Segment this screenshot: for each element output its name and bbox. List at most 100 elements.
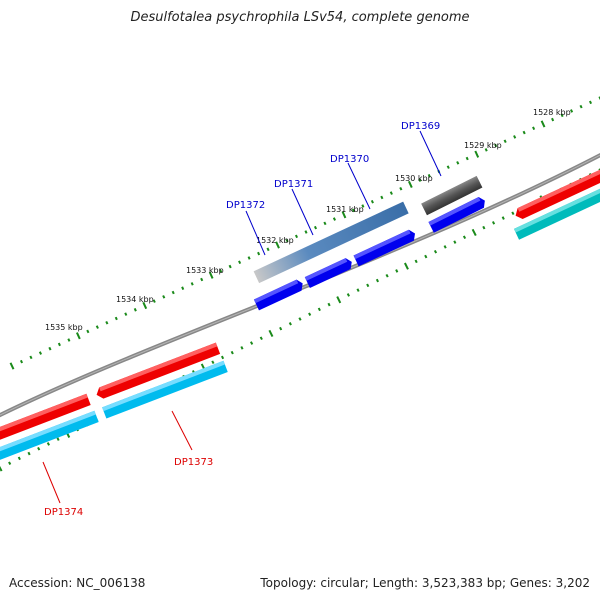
scale-tick [471,228,477,237]
scale-tick [569,109,574,113]
tick-label-1528: 1528 kbp [533,108,571,117]
scale-tick [268,329,274,338]
scale-tick [250,341,254,345]
scale-tick [275,241,280,249]
scale-tick [37,446,41,451]
scale-tick [8,461,12,465]
scale-tick [404,262,409,270]
scale-tick [511,211,515,216]
scale-tick [389,191,393,195]
scale-tick [67,338,71,342]
feature-dp1373-red[interactable] [94,342,221,401]
scale-tick [46,442,50,446]
feature-dp1373-cyan[interactable] [102,360,228,419]
scale-tick [491,221,496,225]
feature-dp1370-cds[interactable] [353,228,418,267]
scale-tick [501,216,505,220]
scale-tick [171,290,175,295]
tick-label-1534: 1534 kbp [116,295,154,304]
tick-label-1535: 1535 kbp [45,323,83,332]
scale-tick [465,156,469,161]
scale-tick [124,312,128,316]
scale-tick [105,320,109,325]
scale-tick [443,245,447,249]
scale-tick [230,350,234,355]
scale-tick [294,234,299,239]
scale-tick [142,301,148,310]
scale-tick [279,326,283,331]
scale-tick [304,230,308,234]
tick-label-1531: 1531 kbp [326,205,364,214]
scale-tick [114,316,118,321]
scale-tick [503,139,507,144]
scale-tick [540,120,546,128]
scale-tick [285,238,289,243]
scale-tick [56,437,60,441]
tick-label-1529: 1529 kbp [464,141,502,150]
feature-dp1374-cyan[interactable] [0,410,99,462]
map-title: Desulfotalea psychrophila LSv54, complet… [130,10,470,25]
scale-tick [208,271,214,279]
scale-tick [27,451,31,456]
scale-tick [551,117,555,122]
scale-tick [494,143,498,148]
scale-tick [375,278,380,283]
scale-tick [356,288,360,292]
feature-dp1371-cds[interactable] [304,256,354,289]
scale-tick [247,256,251,260]
scale-tick [257,251,261,256]
scale-tick [38,351,43,355]
scale-tick [370,199,374,204]
scale-tick [86,329,90,334]
scale-tick [298,317,302,321]
scale-tick [162,295,166,299]
scale-tick [395,269,399,273]
scale-tick [414,259,418,264]
scale-tick [482,225,486,230]
scale-tick [133,308,137,312]
feature-dp1374-red[interactable] [0,393,91,442]
gene-label-dp1373: DP1373 [174,457,213,468]
tick-label-1532: 1532 kbp [256,236,294,245]
scale-tick [219,269,223,273]
scale-tick [228,264,232,269]
scale-tick [399,186,403,191]
feature-right-red[interactable] [513,167,600,222]
scale-tick [474,150,480,158]
scale-tick [317,307,321,312]
scale-tick [366,283,370,288]
gene-label-dp1371: DP1371 [274,179,313,190]
tick-label-1533: 1533 kbp [186,266,224,275]
scale-tick [560,113,564,118]
scale-tick [19,359,24,364]
feature-dp1369-gray[interactable] [421,174,486,216]
feature-dp1372-cds[interactable] [253,278,305,311]
feature-dp1369-cds[interactable] [428,195,487,233]
topology-text: Topology: circular; Length: 3,523,383 bp… [260,576,590,590]
scale-tick [385,273,389,278]
scale-tick [0,465,3,472]
scale-tick [462,235,467,240]
scale-tick [380,195,384,200]
scale-tick [424,254,428,259]
scale-tick [453,240,457,244]
scale-tick [418,178,422,182]
scale-tick [181,286,185,290]
feature-dp1370-steelblue[interactable] [253,201,409,284]
feature-right-teal[interactable] [513,186,600,240]
scale-tick [341,211,347,219]
scale-tick [323,221,327,226]
gene-label-dp1374: DP1374 [44,507,83,518]
scale-tick [446,165,450,169]
scale-tick [332,217,337,221]
scale-tick [336,296,342,304]
scale-tick [484,148,488,152]
scale-tick [48,346,52,351]
scale-tick [588,100,593,105]
gene-label-dp1370: DP1370 [330,154,369,165]
scale-tick [266,247,270,252]
scale-tick [259,336,263,341]
accession-text: Accession: NC_006138 [9,576,146,590]
scale-tick [57,342,61,347]
